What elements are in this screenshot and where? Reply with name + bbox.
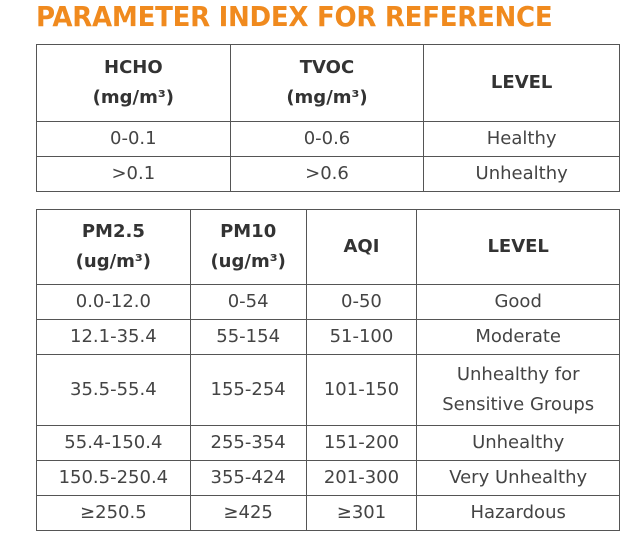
cell-pm25: 0.0-12.0 [36, 284, 191, 320]
header-pm10-label: PM10 [220, 221, 277, 242]
cell-pm10: 155-254 [189, 354, 307, 426]
cell-pm25: 150.5-250.4 [36, 460, 191, 496]
cell-aqi: 101-150 [305, 354, 418, 426]
table-row: 150.5-250.4 355-424 201-300 Very Unhealt… [36, 460, 620, 496]
table-row: 35.5-55.4 155-254 101-150 Unhealthy for … [36, 354, 620, 426]
header-pm10-unit: (ug/m³) [210, 251, 286, 272]
table-header-row: PM2.5 (ug/m³) PM10 (ug/m³) AQI LEVEL [36, 209, 620, 285]
cell-tvoc: 0-0.6 [229, 121, 425, 157]
cell-level: Unhealthy [416, 425, 620, 461]
header-tvoc-unit: (mg/m³) [286, 87, 368, 108]
header-aqi: AQI [305, 209, 418, 285]
cell-level: Good [416, 284, 620, 320]
table-row: 0.0-12.0 0-54 0-50 Good [36, 284, 620, 320]
cell-level: Unhealthy [423, 156, 620, 192]
cell-aqi: ≥301 [305, 495, 418, 531]
cell-pm25: 12.1-35.4 [36, 319, 191, 355]
cell-aqi: 0-50 [305, 284, 418, 320]
header-pm25-unit: (ug/m³) [75, 251, 152, 272]
table-row: 0-0.1 0-0.6 Healthy [36, 121, 620, 157]
cell-pm10: ≥425 [189, 495, 307, 531]
pm-aqi-table: PM2.5 (ug/m³) PM10 (ug/m³) AQI LEVEL 0.0… [36, 209, 620, 531]
header-pm25-label: PM2.5 [81, 221, 145, 242]
header-hcho-unit: (mg/m³) [92, 87, 174, 108]
cell-level: Hazardous [416, 495, 620, 531]
page-title: PARAMETER INDEX FOR REFERENCE [36, 0, 553, 33]
cell-level-line2: Sensitive Groups [442, 394, 595, 415]
table-header-row: HCHO (mg/m³) TVOC (mg/m³) LEVEL [36, 44, 620, 122]
cell-pm10: 355-424 [189, 460, 307, 496]
header-hcho-label: HCHO [104, 57, 163, 78]
header-tvoc: TVOC (mg/m³) [229, 44, 425, 122]
cell-level: Very Unhealthy [416, 460, 620, 496]
table-row: 12.1-35.4 55-154 51-100 Moderate [36, 319, 620, 355]
header-pm25: PM2.5 (ug/m³) [36, 209, 191, 285]
table-row: ≥250.5 ≥425 ≥301 Hazardous [36, 495, 620, 531]
cell-aqi: 151-200 [305, 425, 418, 461]
header-hcho: HCHO (mg/m³) [36, 44, 231, 122]
cell-level: Healthy [423, 121, 620, 157]
cell-pm25: 55.4-150.4 [36, 425, 191, 461]
header-pm10: PM10 (ug/m³) [189, 209, 307, 285]
table-row: 55.4-150.4 255-354 151-200 Unhealthy [36, 425, 620, 461]
cell-level: Moderate [416, 319, 620, 355]
cell-pm10: 255-354 [189, 425, 307, 461]
cell-aqi: 51-100 [305, 319, 418, 355]
cell-hcho: 0-0.1 [36, 121, 231, 157]
cell-pm10: 0-54 [189, 284, 307, 320]
cell-level: Unhealthy for Sensitive Groups [416, 354, 620, 426]
cell-tvoc: >0.6 [229, 156, 425, 192]
hcho-tvoc-table: HCHO (mg/m³) TVOC (mg/m³) LEVEL 0-0.1 0-… [36, 44, 620, 192]
cell-pm25: ≥250.5 [36, 495, 191, 531]
header-level: LEVEL [416, 209, 620, 285]
cell-pm25: 35.5-55.4 [36, 354, 191, 426]
header-tvoc-label: TVOC [299, 57, 355, 78]
cell-hcho: >0.1 [36, 156, 231, 192]
cell-level-line1: Unhealthy for [456, 364, 580, 385]
cell-pm10: 55-154 [189, 319, 307, 355]
table-row: >0.1 >0.6 Unhealthy [36, 156, 620, 192]
header-level: LEVEL [423, 44, 620, 122]
cell-aqi: 201-300 [305, 460, 418, 496]
